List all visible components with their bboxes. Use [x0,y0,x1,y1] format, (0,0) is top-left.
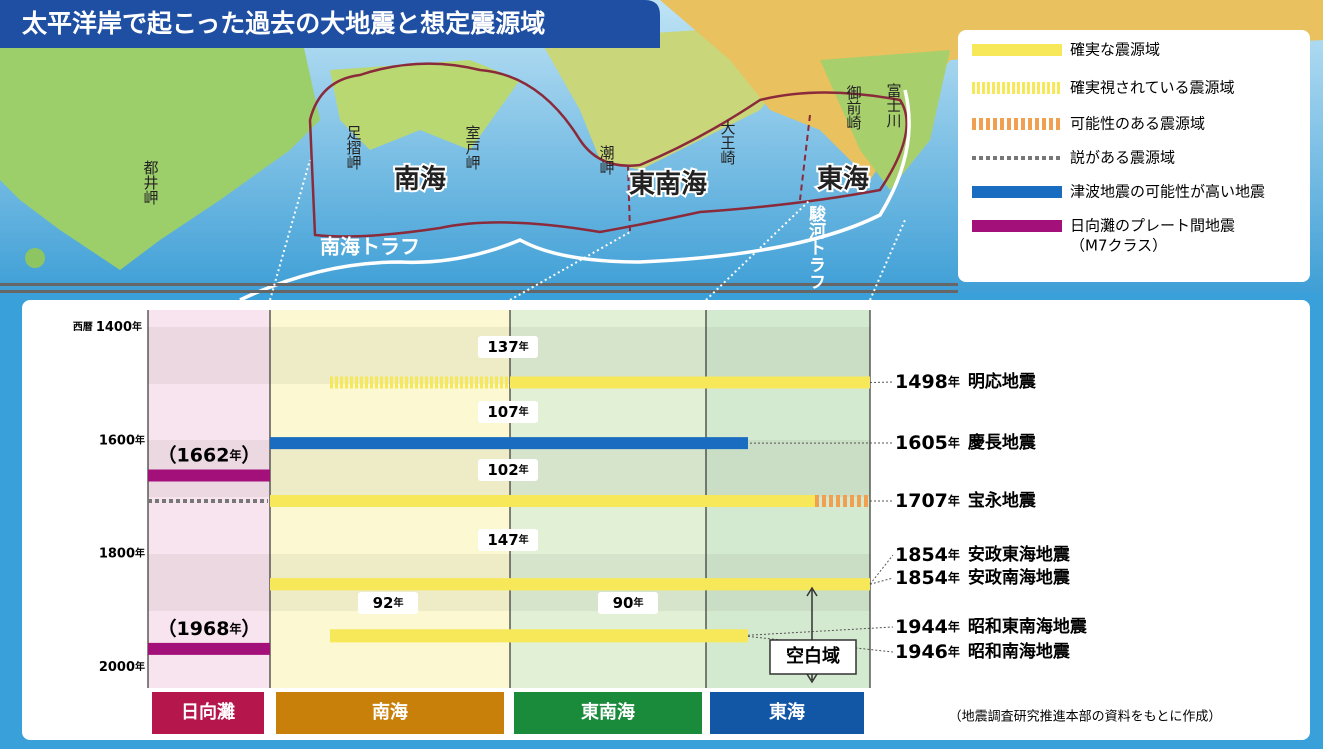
region-label: 東海 [769,701,805,723]
y-tick-unit: 年 [135,433,145,446]
paren: ） [241,443,260,466]
event-unit: 年 [948,570,960,585]
event-label: 1854年安政南海地震 [895,567,1071,589]
cape-label: 足摺岬 [345,125,363,170]
legend-label: 説がある震源域 [1070,149,1175,167]
zone-label: 東南海 [629,170,707,200]
interval-unit: 年 [633,596,643,609]
y-tick-label: 1600年 [99,433,145,448]
cape-label: 御前崎 [845,85,863,130]
paren: （ [158,443,177,466]
event-year: 1854 [895,567,948,589]
interval-value: 107 [487,403,518,421]
event-year: 1498 [895,371,948,393]
event-unit: 年 [948,644,960,659]
paren: （ [158,616,177,639]
y-tick-value: 2000 [99,660,135,675]
zone-label: 南海 [394,165,446,195]
trough-label: 駿河トラフ [805,204,826,290]
source-note: （地震調査研究推進本部の資料をもとに作成） [949,710,1222,725]
cape-label: 富士川 [885,82,903,128]
event-unit: 年 [948,374,960,389]
event-name: 慶長地震 [968,432,1037,453]
event-year: 1854 [895,544,948,566]
interval-unit: 年 [519,463,529,476]
y-tick-unit: 年 [135,547,145,560]
interval-value: 102 [487,461,518,479]
hyuga-year: 1968 [177,617,230,639]
interval-unit: 年 [393,596,403,609]
y-tick-value: 1400 [96,320,132,335]
hyuga-unit: 年 [229,447,241,462]
title: 太平洋岸で起こった過去の大地震と想定震源域 [22,9,545,38]
zone-label: 東海 [817,165,869,195]
y-tick-value: 1600 [99,433,135,448]
interval-unit: 年 [519,405,529,418]
event-year: 1944 [895,616,948,638]
region-label: 日向灘 [181,701,235,723]
event-year: 1605 [895,432,948,454]
era-label: 西暦 [73,321,93,333]
cape-label: 大王崎 [719,120,737,165]
legend-label: （M7クラス） [1070,237,1167,255]
y-tick-unit: 年 [135,660,145,673]
legend-label: 確実な震源域 [1070,41,1160,59]
y-tick-value: 1800 [99,546,135,561]
y-tick-label: 2000年 [99,660,145,675]
hyuga-label: （1662年） [158,443,261,466]
interval-value: 147 [487,531,518,549]
legend-label: 確実視されている震源域 [1070,79,1235,97]
interval-value: 137 [487,338,518,356]
cape-label: 潮岬 [598,145,616,175]
hyuga-year: 1662 [177,444,230,466]
event-label: 1946年昭和南海地震 [895,641,1071,663]
paren: ） [241,616,260,639]
event-unit: 年 [948,547,960,562]
event-name: 宝永地震 [968,490,1037,511]
hyuga-label: （1968年） [158,616,261,639]
y-tick-unit: 年 [132,320,142,333]
event-label: 1854年安政東海地震 [895,544,1071,566]
cape-label: 都井岬 [142,160,160,205]
trough-label: 南海トラフ [320,235,420,259]
event-name: 昭和東南海地震 [968,616,1088,637]
separator [0,290,958,293]
event-label: 1944年昭和東南海地震 [895,616,1088,638]
blank-label: 空白域 [786,645,840,667]
hyuga-unit: 年 [229,620,241,635]
legend-label: 可能性のある震源域 [1070,115,1205,133]
event-name: 安政南海地震 [968,567,1071,588]
interval-unit: 年 [519,533,529,546]
event-year: 1707 [895,490,948,512]
region-label: 東南海 [581,701,635,723]
interval-value: 90 [613,594,634,612]
event-unit: 年 [948,435,960,450]
event-year: 1946 [895,641,948,663]
legend-label: 日向灘のプレート間地震 [1070,217,1235,235]
event-unit: 年 [948,619,960,634]
cape-label: 室戸岬 [464,125,482,170]
event-unit: 年 [948,493,960,508]
y-tick-label: 1800年 [99,546,145,561]
legend-label: 津波地震の可能性が高い地震 [1070,183,1265,201]
event-name: 明応地震 [968,371,1037,392]
infographic: 太平洋岸で起こった過去の大地震と想定震源域 確実な震源域確実視されている震源域可… [0,0,1323,749]
event-name: 昭和南海地震 [968,641,1071,662]
interval-unit: 年 [519,340,529,353]
region-label: 南海 [372,701,408,723]
event-name: 安政東海地震 [968,544,1071,565]
interval-value: 92 [373,594,394,612]
